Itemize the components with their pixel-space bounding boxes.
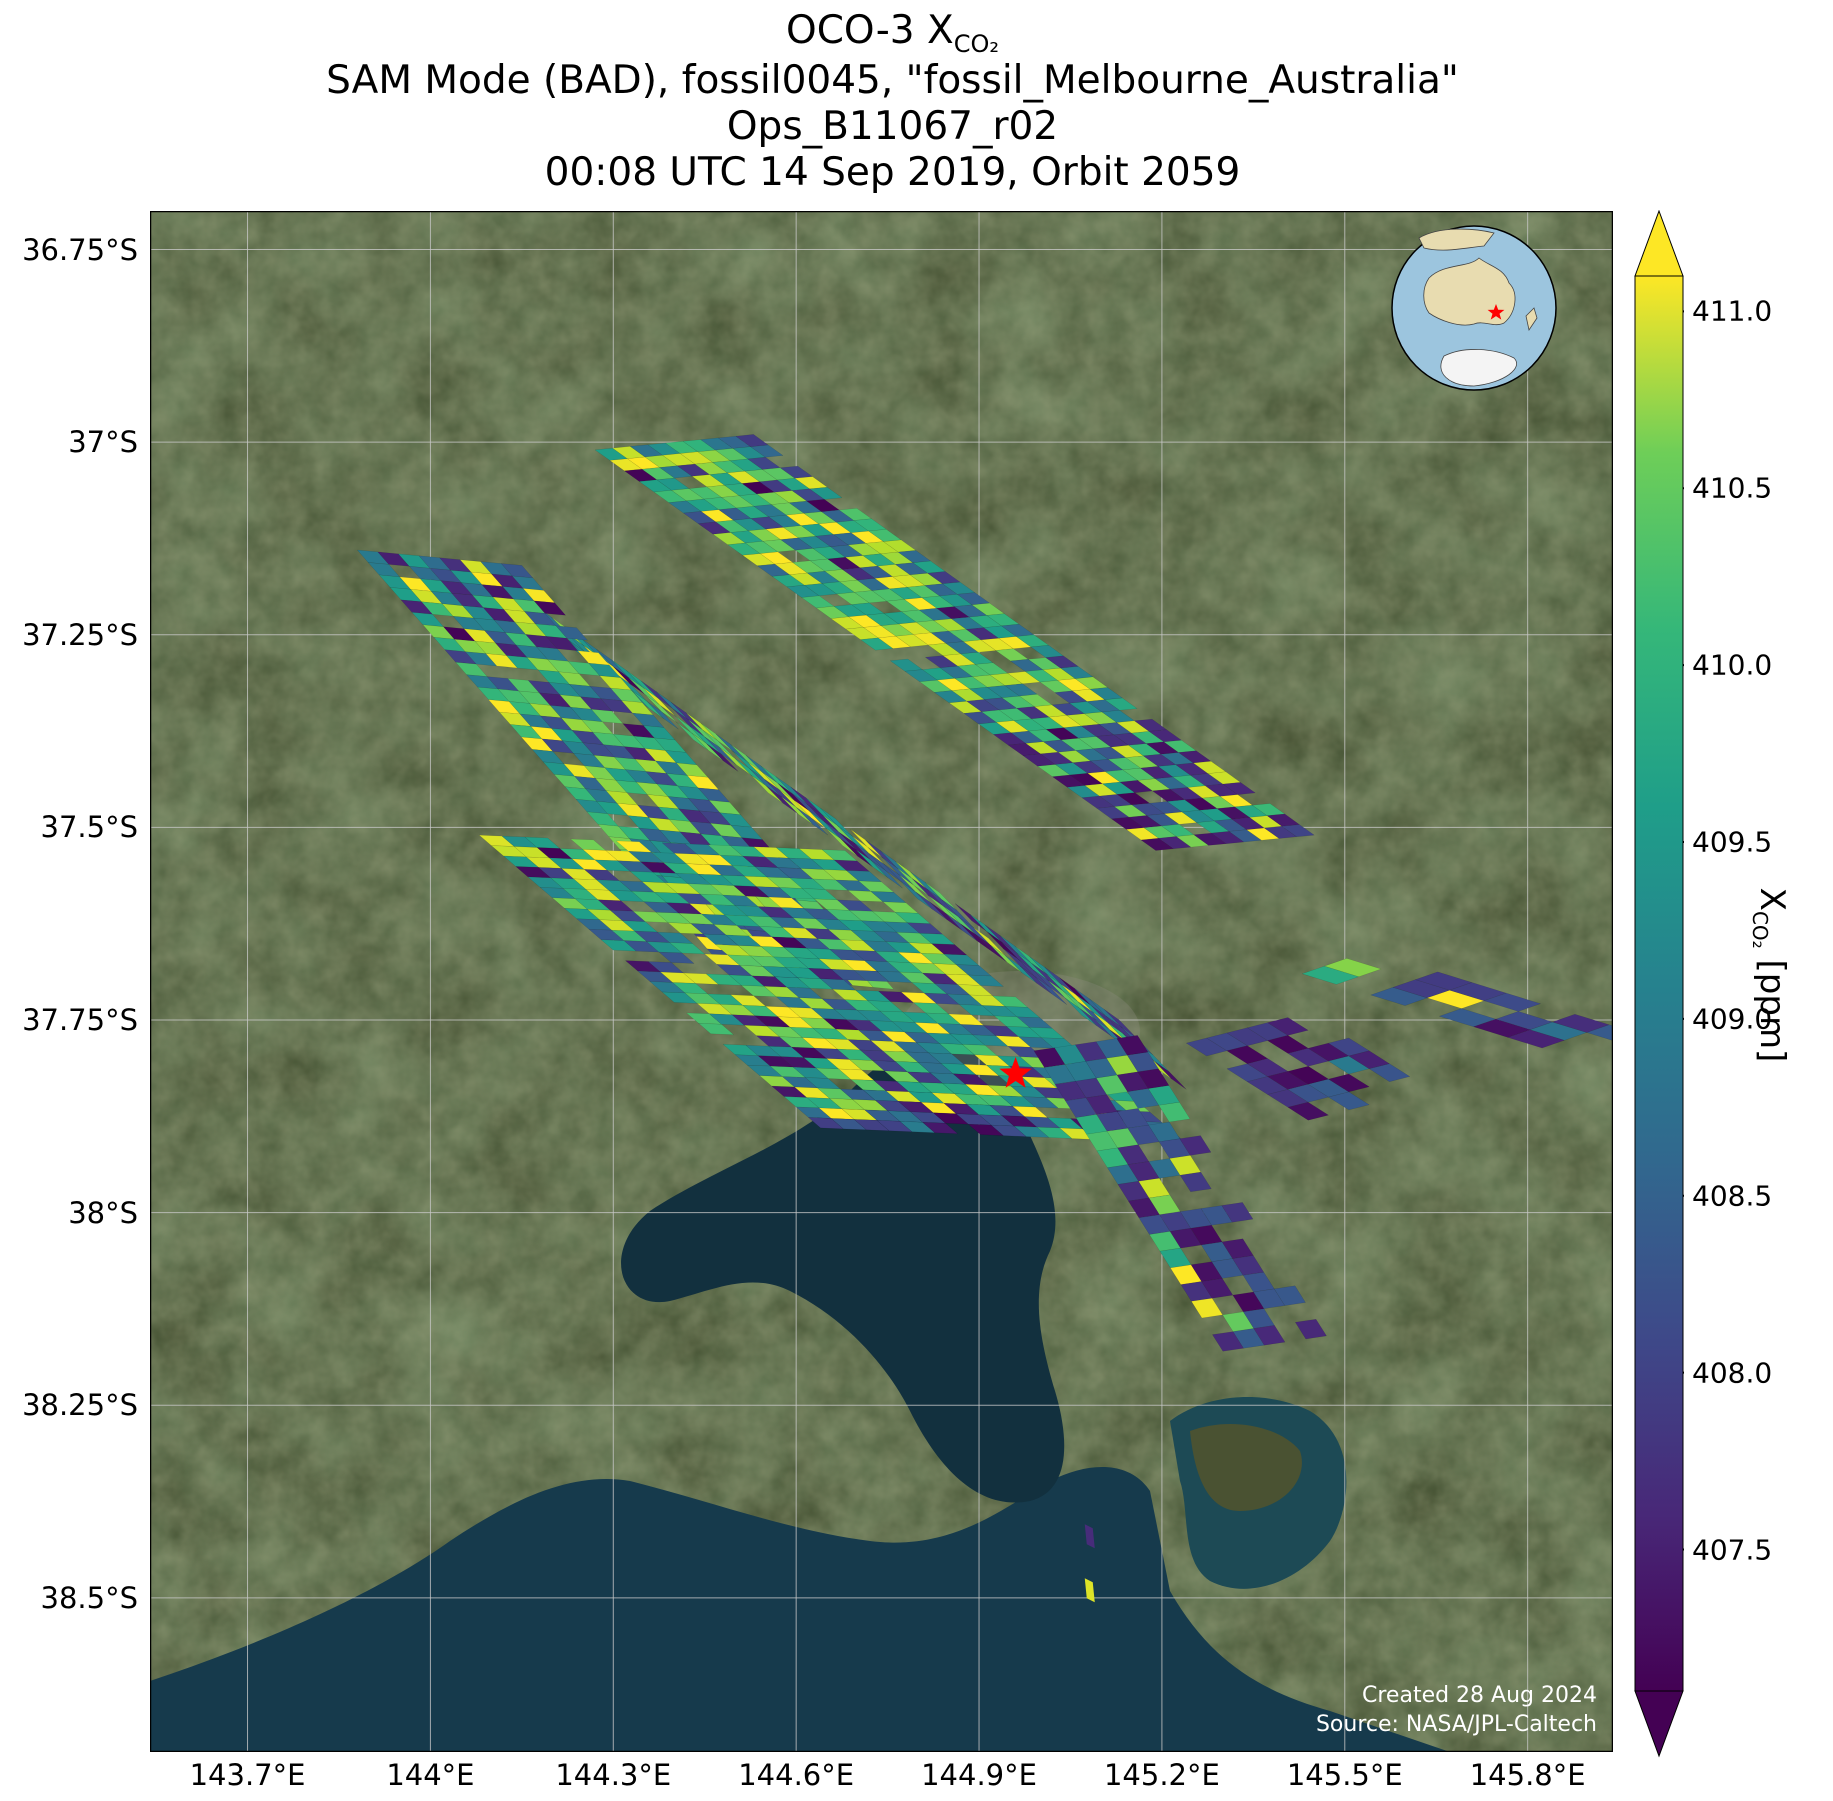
colorbar-tick-label: 407.5 bbox=[1692, 1533, 1773, 1566]
xco2-sounding bbox=[1323, 958, 1382, 977]
title-line3: Ops_B11067_r02 bbox=[726, 104, 1059, 149]
xco2-sounding bbox=[646, 700, 679, 730]
colorbar-label: XCO₂ [ppm] bbox=[1748, 888, 1792, 1063]
xco2-sounding bbox=[1287, 1101, 1330, 1121]
title-line1: OCO-3 XCO₂ bbox=[0, 8, 1785, 67]
xco2-sounding bbox=[1483, 992, 1542, 1012]
xco2-sounding bbox=[749, 444, 784, 458]
colorbar-tick-label: 409.5 bbox=[1692, 825, 1773, 859]
xco2-sounding bbox=[1294, 1318, 1327, 1340]
xco2-sounding bbox=[921, 1122, 959, 1134]
map-canvas[interactable] bbox=[150, 211, 1613, 1752]
lat-tick-label: 37.25°S bbox=[22, 617, 138, 652]
target-star-marker[interactable] bbox=[999, 1057, 1032, 1088]
lat-tick-label: 37.5°S bbox=[40, 810, 138, 845]
inset-globe bbox=[1391, 225, 1557, 391]
lat-tick-label: 38°S bbox=[68, 1195, 138, 1230]
xco2-sounding bbox=[1158, 1101, 1191, 1123]
bass-strait-water bbox=[150, 1467, 1450, 1752]
xco2-sounding bbox=[533, 600, 567, 616]
credit-created: Created 28 Aug 2024 bbox=[1362, 1683, 1597, 1708]
globe-asia bbox=[1418, 228, 1495, 251]
colorbar-tick-label: 410.0 bbox=[1692, 648, 1773, 682]
xco2-sounding bbox=[1034, 976, 1067, 1005]
colorbar-tick-label: 409.0 bbox=[1692, 1002, 1773, 1036]
xco2-sounding bbox=[1222, 782, 1256, 795]
gridlines bbox=[150, 211, 1613, 1752]
map-frame bbox=[150, 211, 1613, 1752]
colorbar-extend-min bbox=[1634, 1690, 1684, 1758]
xco2-sounding bbox=[1084, 1524, 1095, 1549]
xco2-sounding bbox=[555, 625, 589, 641]
xco2-sounding bbox=[1368, 1063, 1411, 1082]
xco2-sounding bbox=[1273, 1285, 1306, 1306]
xco2-sounding bbox=[1266, 1017, 1309, 1036]
lat-tick-label: 36.75°S bbox=[22, 232, 138, 267]
xco2-sounding bbox=[1327, 1073, 1370, 1093]
credit-source: Source: NASA/JPL-Caltech bbox=[1315, 1712, 1597, 1737]
french-island bbox=[1190, 1423, 1302, 1511]
colorbar-label-prefix: X bbox=[1751, 887, 1792, 911]
globe-new-zealand bbox=[1525, 307, 1538, 332]
xco2-soundings bbox=[356, 434, 1613, 1603]
lon-tick-label: 145.5°E bbox=[1286, 1758, 1403, 1792]
map-panel[interactable] bbox=[150, 211, 1613, 1752]
xco2-sounding bbox=[967, 974, 1005, 987]
xco2-sounding bbox=[1104, 697, 1138, 711]
lon-tick-label: 144.6°E bbox=[738, 1758, 855, 1792]
colorbar-label-suffix: [ppm] bbox=[1751, 948, 1792, 1063]
title-xco2-prefix: OCO-3 X bbox=[786, 8, 954, 53]
port-phillip-bay bbox=[621, 1031, 1065, 1503]
xco2-sounding bbox=[1154, 1061, 1187, 1090]
xco2-sounding bbox=[1084, 1578, 1095, 1603]
colorbar-tick-label: 410.5 bbox=[1692, 471, 1773, 505]
xco2-sounding bbox=[658, 951, 695, 964]
colorbar-extend-max bbox=[1634, 210, 1684, 277]
lon-tick-label: 145.2°E bbox=[1103, 1758, 1220, 1792]
colorbar-label-subscript: CO₂ bbox=[1748, 910, 1773, 949]
xco2-sounding bbox=[870, 859, 903, 889]
colorbar-tick-label: 411.0 bbox=[1692, 294, 1773, 328]
xco2-sounding bbox=[1327, 1091, 1370, 1111]
xco2-sounding bbox=[1179, 1171, 1212, 1193]
globe-australia bbox=[1423, 257, 1516, 326]
lon-tick-label: 144.9°E bbox=[921, 1758, 1037, 1792]
xco2-sounding bbox=[796, 806, 829, 836]
colorbar-tick-label: 408.0 bbox=[1692, 1356, 1773, 1390]
xco2-sounding bbox=[809, 486, 843, 500]
xco2-sounding bbox=[697, 1023, 735, 1035]
colorbar bbox=[1634, 210, 1684, 1758]
lon-tick-label: 144.3°E bbox=[555, 1758, 672, 1792]
xco2-sounding bbox=[1221, 1202, 1254, 1223]
xco2-sounding bbox=[1585, 1024, 1613, 1041]
xco2-sounding bbox=[1179, 1135, 1212, 1156]
lat-tick-label: 38.5°S bbox=[40, 1580, 138, 1615]
xco2-sounding bbox=[1253, 1325, 1286, 1346]
lon-tick-label: 143.7°E bbox=[189, 1758, 306, 1792]
title-xco2-subscript: CO₂ bbox=[953, 29, 999, 58]
lon-tick-label: 144°E bbox=[386, 1758, 475, 1792]
colorbar-ticks bbox=[1683, 310, 1684, 1551]
lon-tick-label: 145.8°E bbox=[1469, 1758, 1586, 1792]
globe-antarctica bbox=[1440, 349, 1517, 387]
target-star-icon[interactable] bbox=[999, 1057, 1032, 1088]
lat-tick-label: 38.25°S bbox=[22, 1388, 138, 1423]
lat-tick-label: 37.75°S bbox=[22, 1003, 138, 1038]
title-line4: 00:08 UTC 14 Sep 2019, Orbit 2059 bbox=[544, 150, 1241, 195]
lat-tick-label: 37°S bbox=[68, 425, 138, 460]
title-line2: SAM Mode (BAD), fossil0045, "fossil_Melb… bbox=[326, 58, 1459, 103]
colorbar-gradient bbox=[1634, 275, 1684, 1692]
xco2-sounding bbox=[1281, 824, 1315, 838]
xco2-sounding bbox=[706, 743, 739, 772]
globe-star-icon bbox=[1487, 304, 1505, 320]
colorbar-tick-label: 408.5 bbox=[1692, 1179, 1773, 1213]
